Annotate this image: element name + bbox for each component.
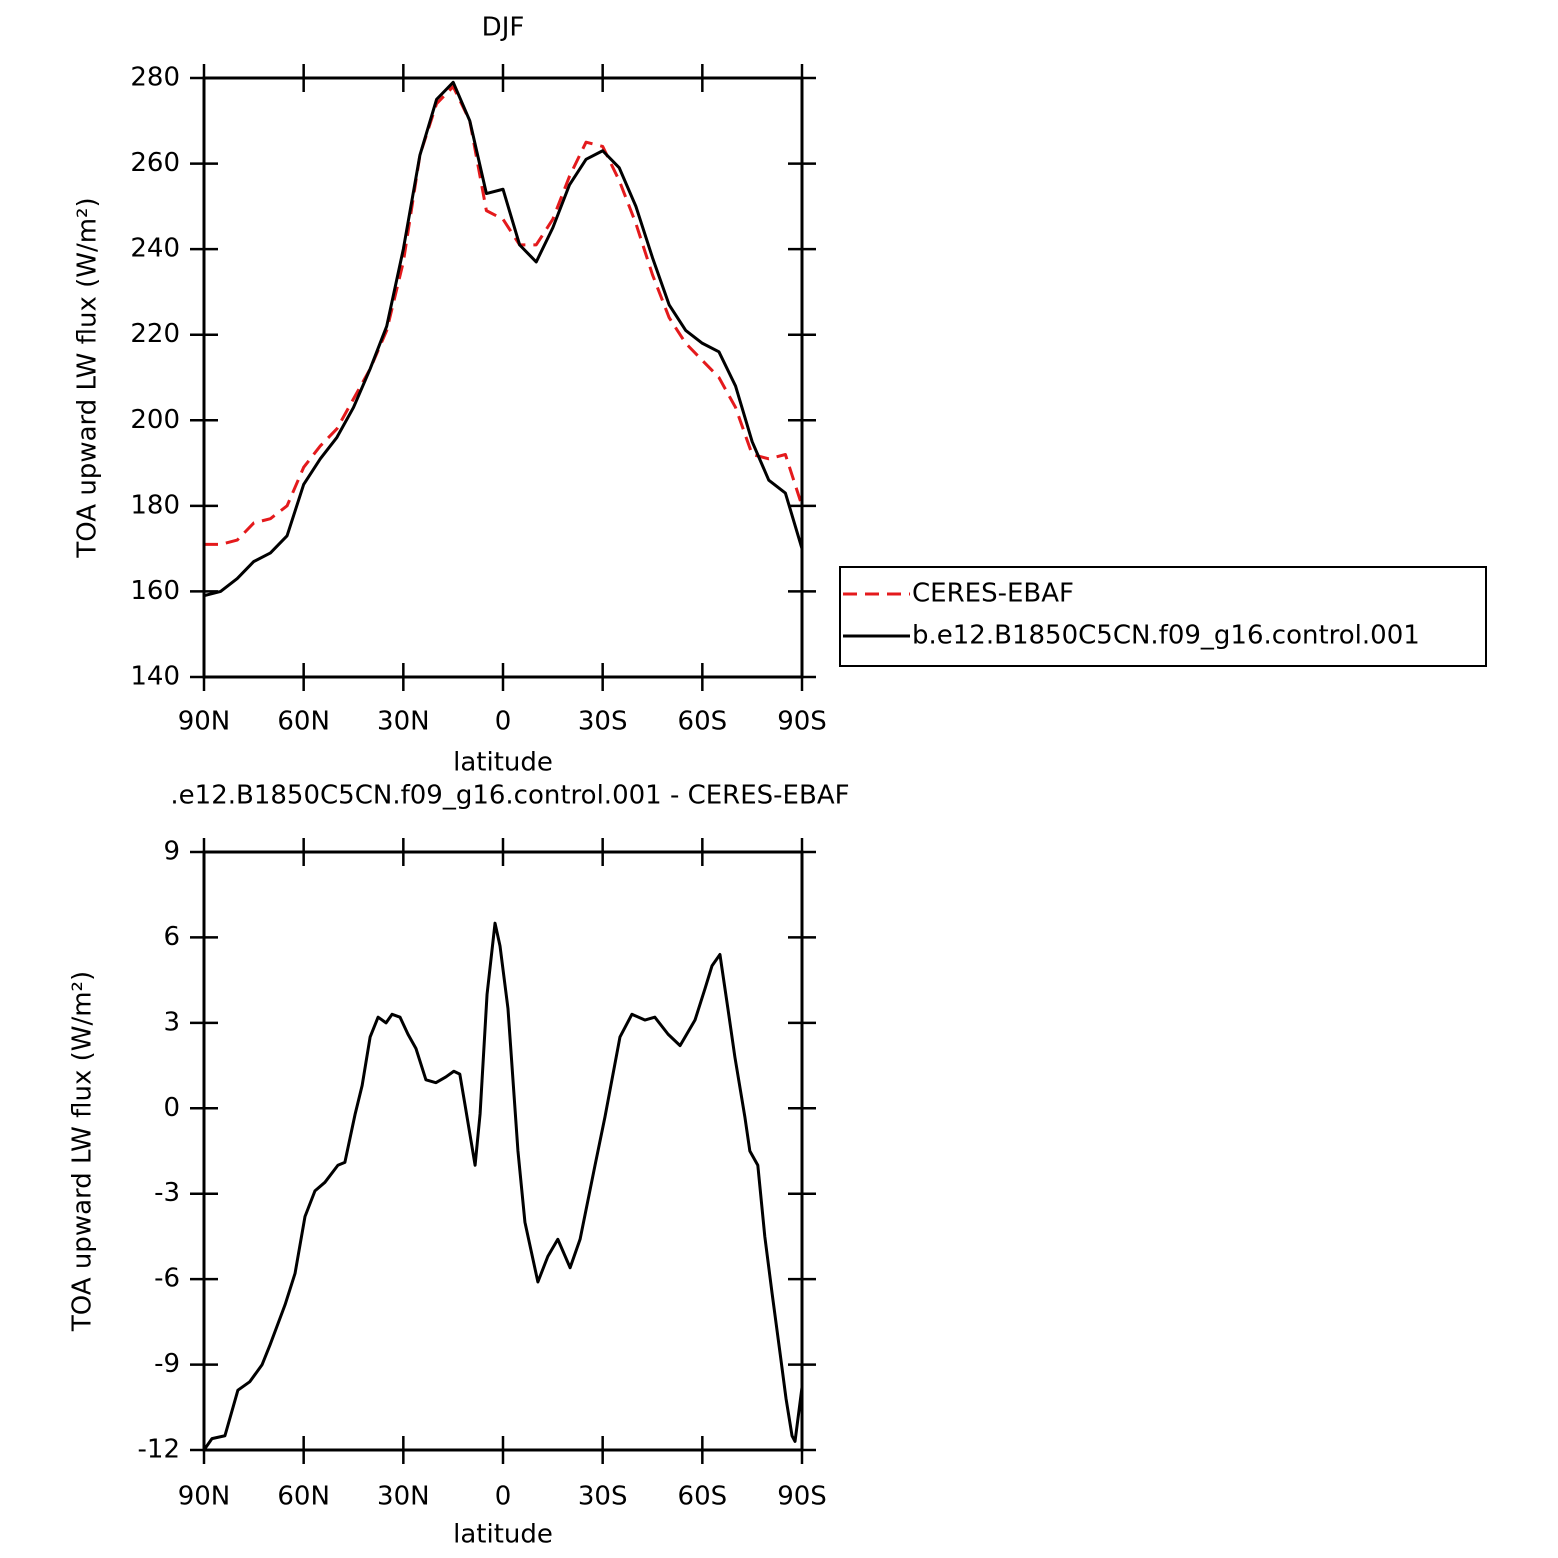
x-tick-label: 60N — [277, 1482, 330, 1512]
y-tick-label: -3 — [154, 1178, 180, 1208]
data-line — [204, 85, 804, 546]
x-axis-label: latitude — [453, 1520, 553, 1550]
y-tick-label: 140 — [130, 662, 180, 692]
y-tick-label: 6 — [163, 922, 180, 952]
y-axis-label: TOA upward LW flux (W/m²) — [73, 197, 103, 558]
data-line — [203, 80, 804, 598]
x-tick-label: 30N — [377, 707, 430, 737]
data-line — [202, 921, 804, 1451]
x-tick-label: 0 — [495, 707, 512, 737]
y-tick-label: -9 — [154, 1349, 180, 1379]
x-tick-label: 0 — [495, 1482, 512, 1512]
x-tick-label: 60S — [678, 707, 728, 737]
plot-frame — [202, 850, 804, 1452]
x-tick-label: 30S — [578, 707, 628, 737]
x-tick-label: 90N — [178, 1482, 231, 1512]
y-tick-label: 3 — [163, 1007, 180, 1037]
x-tick-label: 60S — [678, 1482, 728, 1512]
chart-title: .e12.B1850C5CN.f09_g16.control.001 - CER… — [170, 781, 849, 811]
y-tick-label: 260 — [130, 148, 180, 178]
legend-box — [839, 566, 1487, 667]
y-axis-label: TOA upward LW flux (W/m²) — [68, 971, 98, 1332]
y-tick-label: 200 — [130, 405, 180, 435]
x-tick-label: 90N — [178, 707, 231, 737]
y-tick-label: 0 — [163, 1093, 180, 1123]
x-tick-label: 60N — [277, 707, 330, 737]
x-tick-label: 30N — [377, 1482, 430, 1512]
y-tick-label: -12 — [138, 1435, 180, 1465]
x-tick-label: 30S — [578, 1482, 628, 1512]
y-tick-label: 280 — [130, 63, 180, 93]
y-tick-label: 9 — [163, 837, 180, 867]
legend-label: b.e12.B1850C5CN.f09_g16.control.001 — [912, 621, 1420, 651]
chart-title: DJF — [482, 13, 525, 43]
y-tick-label: 180 — [130, 490, 180, 520]
x-axis-label: latitude — [453, 748, 553, 778]
y-tick-label: 240 — [130, 234, 180, 264]
y-tick-label: 160 — [130, 576, 180, 606]
x-tick-label: 90S — [777, 1482, 827, 1512]
y-tick-label: 220 — [130, 319, 180, 349]
plot-frame — [202, 76, 804, 679]
legend-label: CERES-EBAF — [912, 579, 1074, 609]
x-tick-label: 90S — [777, 707, 827, 737]
y-tick-label: -6 — [154, 1264, 180, 1294]
